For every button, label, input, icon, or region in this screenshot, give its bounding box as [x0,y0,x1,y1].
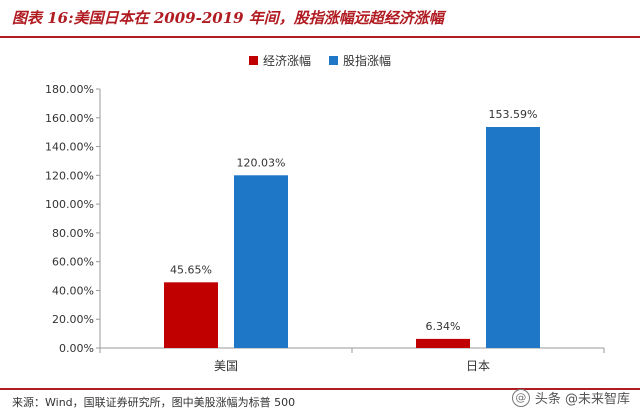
x-category-label: 日本 [466,359,490,373]
at-sign-icon: @ [511,388,530,407]
legend-swatch-economy [248,55,258,65]
data-label: 45.65% [170,263,212,276]
legend: 经济涨幅 股指涨幅 [0,51,640,69]
legend-item-economy: 经济涨幅 [248,52,311,69]
footer-rule [0,388,640,390]
chart-labels: 45.65% 120.03% 美国 6.34% 153.59% 日本 [170,108,537,373]
x-category-label: 美国 [214,359,238,373]
y-tick-label: 40.00% [52,284,94,297]
bar-stock-1 [486,127,540,348]
chart-title: 图表 16:美国日本在 2009-2019 年间，股指涨幅远超经济涨幅 [12,9,444,27]
source-note: 来源：Wind，国联证券研究所，图中美股涨幅为标普 500 [12,396,296,409]
data-label: 120.03% [237,156,286,169]
legend-label-economy: 经济涨幅 [262,53,311,68]
chart-bars [164,127,540,348]
legend-item-stock: 股指涨幅 [329,52,391,69]
y-tick-label: 100.00% [45,198,94,211]
data-label: 6.34% [426,320,461,333]
bar-economy-0 [164,282,218,348]
y-tick-label: 140.00% [45,141,94,154]
title-bar: 图表 16:美国日本在 2009-2019 年间，股指涨幅远超经济涨幅 [0,0,640,38]
y-tick-label: 60.00% [52,256,94,269]
y-tick-label: 120.00% [45,169,94,182]
watermark-text: 头条 @未来智库 [534,392,630,407]
chart-axes: 0.00% 20.00% 40.00% 60.00% 80.00% 100.00% 120.… [45,83,605,355]
y-tick-label: 180.00% [45,83,94,96]
data-label: 153.59% [489,108,538,121]
y-tick-label: 160.00% [45,112,94,125]
legend-swatch-stock [329,55,338,65]
bar-stock-0 [234,175,288,348]
bar-economy-1 [416,338,470,348]
y-tick-label: 0.00% [59,342,94,355]
watermark: @ 头条 @未来智库 [511,388,630,407]
y-tick-label: 80.00% [52,227,94,240]
legend-label-stock: 股指涨幅 [343,53,392,68]
y-tick-label: 20.00% [52,313,94,326]
